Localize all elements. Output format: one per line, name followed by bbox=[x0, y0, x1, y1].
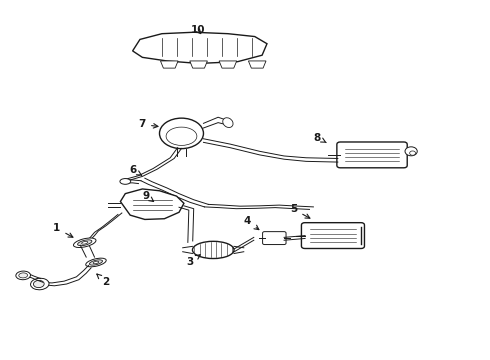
Ellipse shape bbox=[193, 241, 234, 258]
Ellipse shape bbox=[16, 271, 30, 280]
Ellipse shape bbox=[410, 151, 416, 155]
Text: 10: 10 bbox=[190, 25, 205, 35]
Polygon shape bbox=[121, 189, 184, 220]
Text: 1: 1 bbox=[53, 224, 73, 237]
Ellipse shape bbox=[77, 240, 92, 246]
Ellipse shape bbox=[93, 261, 99, 264]
Ellipse shape bbox=[74, 238, 96, 248]
Ellipse shape bbox=[19, 273, 27, 278]
Text: 3: 3 bbox=[187, 255, 200, 267]
Text: 9: 9 bbox=[143, 191, 153, 202]
Polygon shape bbox=[133, 32, 267, 63]
Ellipse shape bbox=[33, 280, 44, 288]
Ellipse shape bbox=[405, 147, 417, 156]
Text: 4: 4 bbox=[244, 216, 259, 230]
Polygon shape bbox=[190, 61, 207, 68]
Ellipse shape bbox=[120, 179, 131, 184]
Polygon shape bbox=[248, 61, 266, 68]
Text: 7: 7 bbox=[139, 120, 158, 129]
Text: 6: 6 bbox=[129, 165, 142, 175]
Ellipse shape bbox=[86, 258, 106, 267]
Polygon shape bbox=[219, 61, 237, 68]
Ellipse shape bbox=[90, 260, 102, 265]
Ellipse shape bbox=[223, 118, 233, 127]
Ellipse shape bbox=[30, 278, 49, 290]
Text: 2: 2 bbox=[97, 274, 109, 287]
Ellipse shape bbox=[159, 118, 203, 149]
FancyBboxPatch shape bbox=[301, 223, 365, 248]
Text: 8: 8 bbox=[314, 133, 326, 143]
FancyBboxPatch shape bbox=[337, 142, 407, 168]
Polygon shape bbox=[160, 61, 178, 68]
Ellipse shape bbox=[82, 242, 88, 244]
FancyBboxPatch shape bbox=[263, 231, 286, 244]
Ellipse shape bbox=[166, 127, 197, 145]
Text: 5: 5 bbox=[290, 204, 310, 218]
